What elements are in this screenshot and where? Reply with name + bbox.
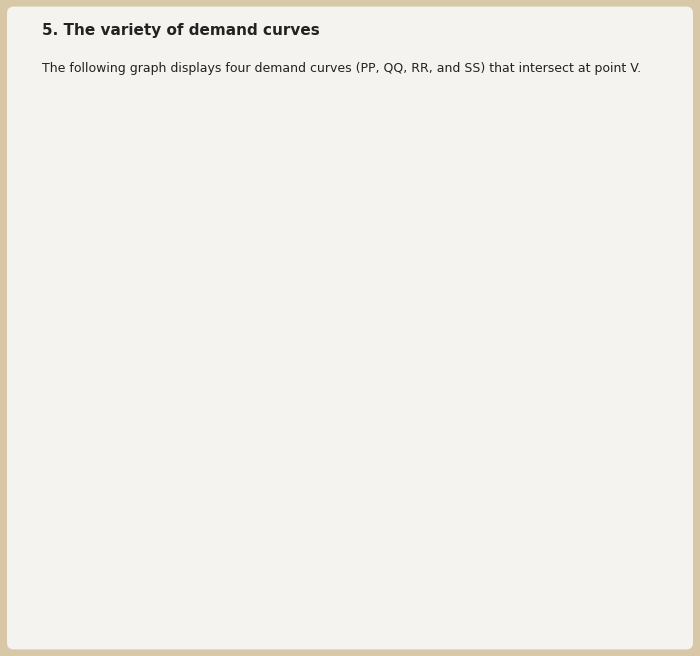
Text: V: V [372, 358, 381, 371]
Text: Z: Z [383, 260, 391, 272]
Text: X: X [256, 288, 265, 301]
Text: S: S [360, 101, 368, 114]
Text: 5. The variety of demand curves: 5. The variety of demand curves [42, 23, 320, 38]
X-axis label: QUANTITY (Units): QUANTITY (Units) [309, 617, 419, 629]
Text: R: R [517, 506, 526, 519]
Text: The following graph displays four demand curves (PP, QQ, RR, and SS) that inters: The following graph displays four demand… [42, 62, 641, 75]
Text: Q: Q [596, 452, 607, 465]
Text: S: S [360, 554, 368, 567]
Y-axis label: PRICE (Dollars per unit): PRICE (Dollars per unit) [48, 277, 61, 424]
Text: P: P [624, 344, 631, 358]
Text: R: R [241, 190, 251, 202]
Text: W: W [316, 358, 328, 371]
Text: Q: Q [161, 240, 172, 253]
Text: Y: Y [333, 260, 341, 272]
Text: ?: ? [609, 117, 619, 135]
Text: P: P [127, 344, 135, 358]
